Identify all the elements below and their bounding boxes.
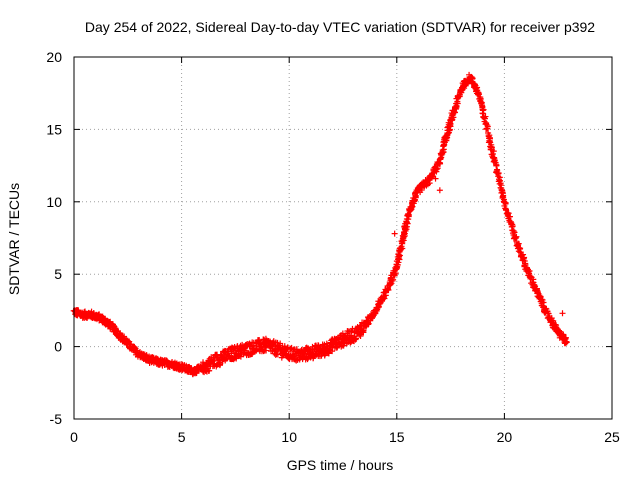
data-point — [496, 177, 503, 184]
data-point — [384, 285, 391, 292]
data-point — [397, 245, 404, 252]
y-tick-label: 5 — [54, 266, 62, 282]
data-point — [493, 162, 500, 169]
grid — [74, 57, 612, 419]
data-point — [241, 347, 248, 354]
data-point — [484, 125, 491, 132]
data-point — [486, 132, 493, 139]
data-point — [389, 277, 396, 284]
data-point — [500, 192, 507, 199]
chart-title: Day 254 of 2022, Sidereal Day-to-day VTE… — [85, 19, 595, 35]
x-tick-label: 10 — [281, 429, 297, 445]
data-point — [329, 348, 336, 355]
data-point — [360, 328, 367, 335]
data-point — [216, 361, 223, 368]
data-point — [491, 157, 498, 164]
data-point — [563, 339, 570, 346]
data-point — [512, 234, 519, 241]
data-point — [411, 198, 418, 205]
data-point — [475, 90, 482, 97]
y-tick-label: 15 — [46, 121, 62, 137]
data-point — [510, 228, 517, 235]
data-point — [478, 99, 485, 106]
y-axis-label: SDTVAR / TECUs — [6, 183, 22, 295]
x-tick-label: 5 — [178, 429, 186, 445]
data-point — [502, 206, 509, 213]
data-point — [307, 354, 314, 361]
x-tick-label: 20 — [497, 429, 513, 445]
data-point — [490, 148, 497, 155]
x-tick-label: 0 — [70, 429, 78, 445]
data-point — [405, 210, 412, 217]
y-tick-label: -5 — [50, 411, 63, 427]
data-point — [200, 359, 207, 366]
data-point — [433, 166, 440, 173]
data-point — [521, 254, 528, 261]
data-point — [403, 219, 410, 226]
x-axis-label: GPS time / hours — [287, 457, 394, 473]
x-tick-label: 25 — [604, 429, 620, 445]
data-point — [390, 276, 397, 283]
data-point — [502, 199, 509, 206]
data-point — [506, 213, 513, 220]
data-point — [391, 230, 398, 237]
axis-ticks: 0 5 10 15 20 25 -5 0 5 10 15 20 — [46, 49, 620, 445]
data-point — [281, 343, 288, 350]
data-point — [192, 370, 199, 377]
data-point — [487, 135, 494, 142]
x-tick-label: 15 — [389, 429, 405, 445]
data-point — [394, 261, 401, 268]
data-point — [425, 177, 432, 184]
data-point — [559, 310, 566, 317]
data-point — [293, 357, 300, 364]
data-point — [515, 240, 522, 247]
data-points — [70, 71, 570, 378]
y-tick-label: 0 — [54, 339, 62, 355]
data-point — [325, 350, 332, 357]
data-point — [352, 336, 359, 343]
data-point — [412, 192, 419, 199]
data-point — [375, 304, 382, 311]
data-point — [432, 175, 439, 182]
data-point — [498, 187, 505, 194]
y-tick-label: 10 — [46, 194, 62, 210]
data-point — [402, 224, 409, 231]
data-point — [436, 187, 443, 194]
plot-frame — [73, 56, 613, 420]
data-point — [206, 367, 213, 374]
y-tick-label: 20 — [46, 49, 62, 65]
